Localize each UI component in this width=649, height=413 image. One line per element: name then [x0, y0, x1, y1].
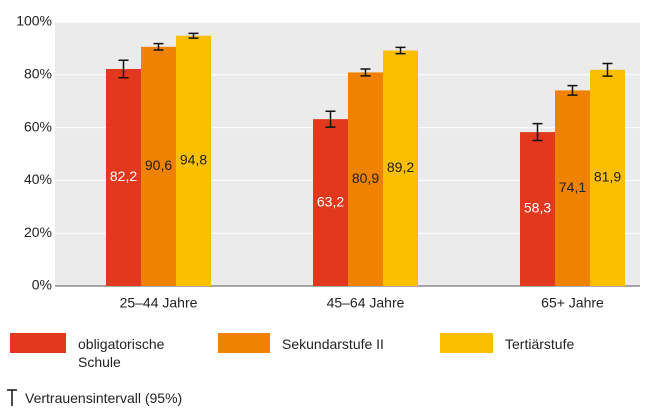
error-bar — [188, 32, 199, 39]
bar — [348, 72, 383, 286]
error-legend-label: Vertrauensintervall (95%) — [25, 390, 183, 406]
legend-swatch — [440, 333, 493, 353]
error-bar — [118, 59, 129, 79]
error-bar — [153, 42, 164, 51]
value-label: 90,6 — [145, 157, 172, 173]
bar — [141, 46, 176, 286]
error-bar — [395, 46, 406, 55]
bar — [176, 35, 211, 287]
error-bar — [532, 122, 543, 142]
value-label: 82,2 — [110, 168, 137, 184]
value-label: 63,2 — [317, 193, 344, 209]
error-bar — [567, 84, 578, 96]
y-tick-label: 0% — [32, 277, 52, 293]
bar — [313, 119, 348, 286]
y-tick-label: 40% — [24, 171, 52, 187]
value-label: 74,1 — [559, 179, 586, 195]
value-label: 80,9 — [352, 170, 379, 186]
value-label: 89,2 — [387, 159, 414, 175]
legend-label: obligatorische Schule — [78, 336, 165, 370]
y-tick-label: 60% — [24, 118, 52, 134]
x-tick-label: 25–44 Jahre — [120, 295, 198, 311]
error-bar-legend-icon — [7, 389, 17, 406]
value-label: 94,8 — [180, 152, 207, 168]
x-tick-label: 65+ Jahre — [541, 295, 604, 311]
bar — [520, 132, 555, 286]
bar — [383, 50, 418, 287]
value-label: 81,9 — [594, 169, 621, 185]
bar — [555, 90, 590, 286]
y-tick-label: 100% — [16, 13, 52, 29]
y-tick-label: 20% — [24, 224, 52, 240]
y-tick-label: 80% — [24, 66, 52, 82]
error-bar — [602, 62, 613, 77]
error-bar — [325, 110, 336, 128]
x-tick-label: 45–64 Jahre — [327, 295, 405, 311]
bar — [106, 68, 141, 286]
legend-swatch — [10, 333, 66, 353]
value-label: 58,3 — [524, 200, 551, 216]
legend-label: Sekundarstufe II — [282, 336, 384, 352]
legend-label: Tertiärstufe — [505, 336, 575, 352]
legend-swatch — [218, 333, 270, 353]
bar — [590, 69, 625, 286]
error-bar — [360, 68, 371, 77]
